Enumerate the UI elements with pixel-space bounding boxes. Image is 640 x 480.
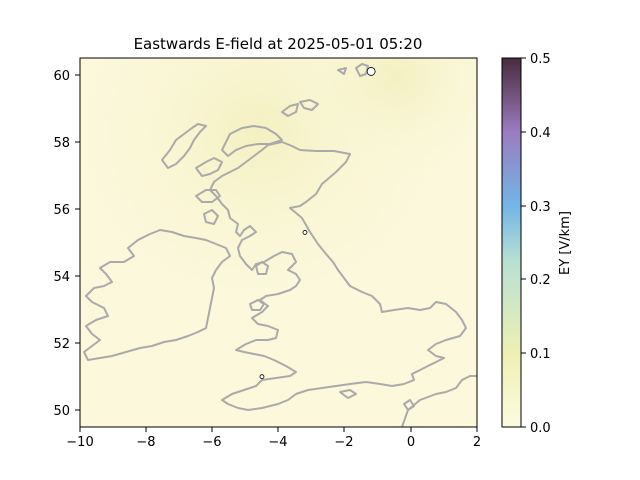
colorbar-tick-label: 0.5 xyxy=(530,52,551,67)
colorbar: 0.0 0.1 0.2 0.3 0.4 0.5 EY [V/km] xyxy=(502,52,573,436)
x-tick-label: −6 xyxy=(202,435,221,450)
colorbar-gradient xyxy=(502,58,521,427)
x-tick-label: −10 xyxy=(66,435,93,450)
map-panel xyxy=(80,58,477,427)
colorbar-tick-label: 0.3 xyxy=(530,200,551,215)
colorbar-label: EY [V/km] xyxy=(558,211,573,275)
y-tick-label: 58 xyxy=(53,136,70,151)
y-tick-label: 52 xyxy=(53,337,70,352)
y-tick-label: 50 xyxy=(53,404,70,419)
station-marker xyxy=(367,67,375,75)
y-axis: 50 52 54 56 58 60 xyxy=(53,69,80,419)
x-tick-label: −4 xyxy=(268,435,287,450)
x-axis: −10 −8 −6 −4 −2 0 2 xyxy=(66,427,481,450)
y-tick-label: 60 xyxy=(53,69,70,84)
x-tick-label: −2 xyxy=(334,435,353,450)
colorbar-tick-label: 0.1 xyxy=(530,347,551,362)
x-tick-label: 0 xyxy=(407,435,415,450)
colorbar-tick-label: 0.2 xyxy=(530,273,551,288)
station-marker xyxy=(260,375,264,379)
colorbar-tick-label: 0.4 xyxy=(530,126,551,141)
y-tick-label: 56 xyxy=(53,203,70,218)
x-tick-label: 2 xyxy=(473,435,481,450)
x-tick-label: −8 xyxy=(136,435,155,450)
map-title: Eastwards E-field at 2025-05-01 05:20 xyxy=(134,35,423,53)
y-tick-label: 54 xyxy=(53,270,70,285)
station-marker xyxy=(303,230,307,234)
colorbar-tick-label: 0.0 xyxy=(530,421,551,436)
